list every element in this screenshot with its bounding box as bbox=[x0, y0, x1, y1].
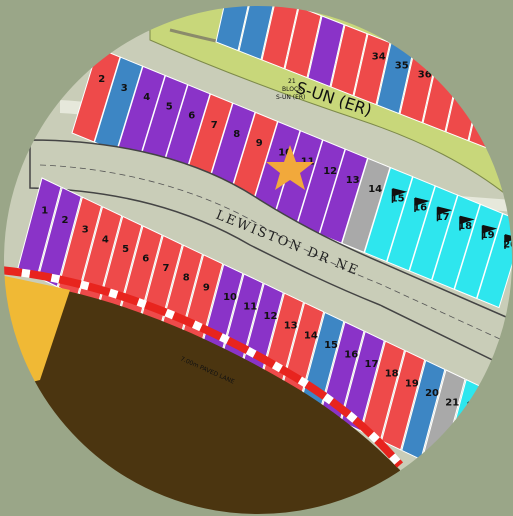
lot-number-bottom: 14 bbox=[304, 330, 318, 341]
block-label-2: BLOCK bbox=[282, 86, 303, 93]
lot-number-bottom: 24 bbox=[506, 426, 513, 437]
lot-bottom-17[interactable] bbox=[340, 330, 385, 432]
lot-number-bottom: 22 bbox=[466, 407, 480, 418]
block-label-3: S-UN (ER) bbox=[276, 94, 305, 101]
lot-number-bottom: 18 bbox=[385, 369, 399, 380]
lot-number-bottom: 3 bbox=[82, 225, 89, 236]
lot-number-bottom: 5 bbox=[122, 244, 129, 255]
lot-number-bottom: 2 bbox=[62, 215, 69, 226]
lot-top-2[interactable] bbox=[71, 47, 121, 143]
lot-number-top: 10 bbox=[278, 147, 292, 158]
flag-icon bbox=[487, 410, 504, 426]
lot-number-bottom: 10 bbox=[223, 292, 237, 303]
lot-number-top: 17 bbox=[436, 212, 450, 223]
lot-bottom-24[interactable] bbox=[482, 398, 513, 499]
lot-back-3[interactable] bbox=[284, 6, 322, 79]
lot-number-top: 6 bbox=[188, 111, 195, 122]
lot-back-34[interactable] bbox=[353, 33, 391, 106]
lot-number-bottom: 9 bbox=[203, 282, 210, 293]
lot-number-top: 18 bbox=[458, 221, 472, 232]
lot-back-2[interactable] bbox=[261, 0, 299, 70]
lot-number-bottom: 8 bbox=[183, 273, 190, 284]
flag-icon bbox=[391, 188, 408, 203]
flag-icon bbox=[414, 197, 430, 213]
lot-number-bottom: 12 bbox=[264, 311, 278, 322]
lot-back-1[interactable] bbox=[238, 0, 276, 61]
lot-back-11[interactable] bbox=[468, 78, 506, 151]
lot-number-bottom: 13 bbox=[284, 321, 298, 332]
lot-number-bottom: 4 bbox=[102, 234, 109, 245]
lot-number-top: 3 bbox=[121, 83, 128, 94]
lot-number-top: 4 bbox=[143, 92, 150, 103]
lot-bottom-19[interactable] bbox=[381, 350, 426, 451]
lot-back-4[interactable] bbox=[307, 15, 345, 88]
lot-top-14[interactable] bbox=[341, 157, 391, 254]
lot-number-back: 34 bbox=[372, 52, 386, 63]
lot-number-top: 19 bbox=[481, 230, 495, 241]
lot-number-bottom: 20 bbox=[425, 388, 439, 399]
flag-icon bbox=[507, 420, 513, 436]
lot-number-top: 9 bbox=[256, 138, 263, 149]
lot-top-20[interactable] bbox=[476, 212, 513, 309]
lot-top-13[interactable] bbox=[318, 148, 369, 244]
lot-number-bottom: 7 bbox=[163, 263, 170, 274]
lot-bottom-2[interactable] bbox=[37, 186, 82, 288]
lot-number-top: 2 bbox=[98, 74, 105, 85]
lot-number-back: 36 bbox=[418, 70, 432, 81]
lot-number-bottom: 16 bbox=[344, 350, 358, 361]
lot-number-top: 16 bbox=[413, 203, 427, 214]
dirt-lot bbox=[3, 280, 400, 515]
lot-number-top: 12 bbox=[323, 166, 337, 177]
lot-number-bottom: 23 bbox=[486, 417, 500, 428]
road-centerline bbox=[39, 164, 513, 346]
lot-number-bottom: 19 bbox=[405, 378, 419, 389]
flag-icon bbox=[504, 234, 513, 249]
lot-number-top: 8 bbox=[233, 129, 240, 140]
lot-number-top: 15 bbox=[391, 193, 405, 204]
lot-number-bottom: 21 bbox=[445, 398, 459, 409]
lane-boundary bbox=[3, 266, 404, 468]
lot-number-bottom: 15 bbox=[324, 340, 338, 351]
lot-back-5[interactable] bbox=[330, 24, 368, 97]
lot-number-bottom: 11 bbox=[243, 302, 257, 313]
selected-lot-star-icon[interactable] bbox=[266, 145, 314, 190]
lot-number-top: 5 bbox=[166, 101, 173, 112]
flag-icon bbox=[459, 215, 475, 231]
lot-number-bottom: 1 bbox=[41, 206, 48, 217]
lot-number-top: 20 bbox=[503, 239, 513, 250]
block-label-1: 21 bbox=[288, 78, 296, 85]
lot-back-0[interactable] bbox=[215, 0, 253, 52]
lot-number-bottom: 17 bbox=[365, 359, 379, 370]
flag-icon bbox=[436, 206, 453, 222]
flag-icon bbox=[467, 401, 483, 417]
road-lewiston bbox=[29, 139, 513, 372]
flag-icon bbox=[481, 224, 498, 240]
lot-number-top: 7 bbox=[211, 120, 218, 131]
lot-number-top: 14 bbox=[368, 184, 382, 195]
lot-number-bottom: 6 bbox=[142, 254, 149, 265]
lot-number-back: 35 bbox=[395, 61, 409, 72]
lot-number-top: 13 bbox=[346, 175, 360, 186]
